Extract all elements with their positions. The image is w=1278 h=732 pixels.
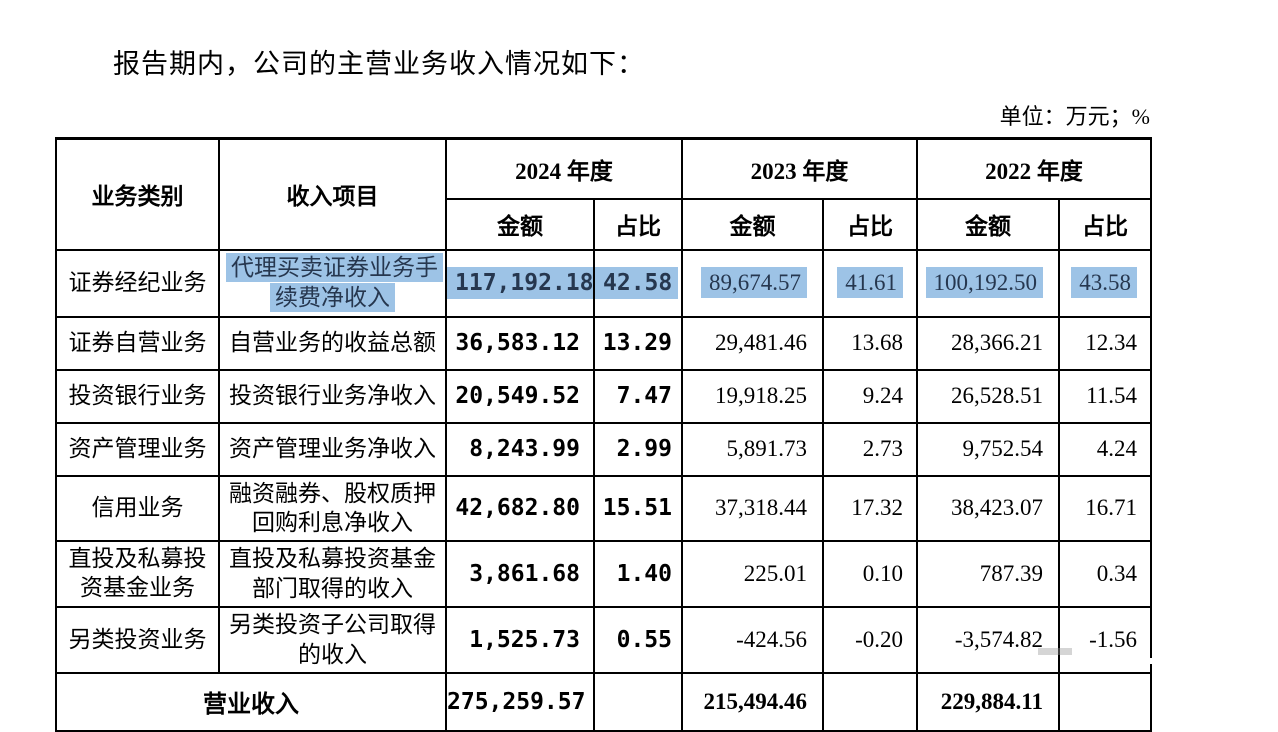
revenue-table: 业务类别 收入项目 2024 年度 2023 年度 2022 年度 金额 占比 … xyxy=(55,137,1152,732)
header-year-2023: 2023 年度 xyxy=(681,137,918,200)
total-ratio-2023-empty xyxy=(822,671,918,732)
ratio-2023-cell: 17.32 xyxy=(822,474,918,543)
table-row: 直投及私募投资基金业务 直投及私募投资基金部门取得的收入 3,861.68 1.… xyxy=(55,540,1152,609)
selection-highlight: 42.58 xyxy=(596,267,679,299)
category-cell: 投资银行业务 xyxy=(55,368,220,424)
ratio-2022-cell: 12.34 xyxy=(1058,315,1152,371)
amount-2024-cell: 3,861.68 xyxy=(445,540,595,609)
header-amount-2023: 金额 xyxy=(681,197,824,251)
item-cell: 直投及私募投资基金部门取得的收入 xyxy=(218,540,447,609)
table-row: 资产管理业务 资产管理业务净收入 8,243.99 2.99 5,891.73 … xyxy=(55,421,1152,477)
header-amount-2022: 金额 xyxy=(916,197,1060,251)
selection-highlight: 43.58 xyxy=(1071,267,1137,298)
table-row: 投资银行业务 投资银行业务净收入 20,549.52 7.47 19,918.2… xyxy=(55,368,1152,424)
ratio-2022-cell: -1.56 xyxy=(1058,606,1152,674)
selection-highlight: 41.61 xyxy=(837,267,903,298)
ratio-2024-cell: 7.47 xyxy=(593,368,683,424)
amount-2023-cell: 19,918.25 xyxy=(681,368,824,424)
amount-2022-cell: 9,752.54 xyxy=(916,421,1060,477)
amount-2023-cell: 89,674.57 xyxy=(681,248,824,318)
ratio-2023-cell: -0.20 xyxy=(822,606,918,674)
amount-2023-cell: 225.01 xyxy=(681,540,824,609)
selection-highlight: 代理买卖证券业务手续费净收入 xyxy=(226,253,443,312)
table-row: 证券自营业务 自营业务的收益总额 36,583.12 13.29 29,481.… xyxy=(55,315,1152,371)
header-business-category: 业务类别 xyxy=(55,137,220,251)
category-cell: 证券经纪业务 xyxy=(55,248,220,318)
item-cell: 自营业务的收益总额 xyxy=(218,315,447,371)
amount-2022-cell: 28,366.21 xyxy=(916,315,1060,371)
unit-note: 单位：万元；% xyxy=(999,104,1150,129)
category-cell: 直投及私募投资基金业务 xyxy=(55,540,220,609)
selection-highlight: 89,674.57 xyxy=(701,267,807,298)
amount-2024-cell: 117,192.18 xyxy=(445,248,595,318)
document-page: 报告期内，公司的主营业务收入情况如下： 单位：万元；% 业务类别 收入项目 20… xyxy=(55,49,1152,732)
ratio-2024-cell: 42.58 xyxy=(593,248,683,318)
total-ratio-2022-empty xyxy=(1058,671,1152,732)
header-income-item: 收入项目 xyxy=(218,137,447,251)
item-cell: 另类投资子公司取得的收入 xyxy=(218,606,447,674)
table-row: 信用业务 融资融券、股权质押回购利息净收入 42,682.80 15.51 37… xyxy=(55,474,1152,543)
total-amount-2024: 275,259.57 xyxy=(445,671,595,732)
ratio-2023-cell: 41.61 xyxy=(822,248,918,318)
header-year-2022: 2022 年度 xyxy=(916,137,1152,200)
ratio-2024-cell: 15.51 xyxy=(593,474,683,543)
ratio-2022-cell: 11.54 xyxy=(1058,368,1152,424)
amount-2024-cell: 42,682.80 xyxy=(445,474,595,543)
header-year-2024: 2024 年度 xyxy=(445,137,683,200)
ratio-2023-cell: 9.24 xyxy=(822,368,918,424)
item-cell: 资产管理业务净收入 xyxy=(218,421,447,477)
ratio-2024-cell: 2.99 xyxy=(593,421,683,477)
item-cell: 融资融券、股权质押回购利息净收入 xyxy=(218,474,447,543)
amount-2023-cell: -424.56 xyxy=(681,606,824,674)
table-row: 另类投资业务 另类投资子公司取得的收入 1,525.73 0.55 -424.5… xyxy=(55,606,1152,674)
header-ratio-2023: 占比 xyxy=(822,197,918,251)
table-row: 证券经纪业务 代理买卖证券业务手续费净收入 117,192.18 42.58 8… xyxy=(55,248,1152,318)
header-amount-2024: 金额 xyxy=(445,197,595,251)
ratio-2024-cell: 0.55 xyxy=(593,606,683,674)
category-cell: 资产管理业务 xyxy=(55,421,220,477)
amount-2022-cell: 38,423.07 xyxy=(916,474,1060,543)
amount-2024-cell: 8,243.99 xyxy=(445,421,595,477)
header-row-subcolumns: 金额 占比 金额 占比 金额 占比 xyxy=(56,197,1152,251)
amount-2023-cell: 37,318.44 xyxy=(681,474,824,543)
total-amount-2023: 215,494.46 xyxy=(681,671,824,732)
ratio-2023-cell: 0.10 xyxy=(822,540,918,609)
amount-2024-cell: 1,525.73 xyxy=(445,606,595,674)
ratio-2023-cell: 2.73 xyxy=(822,421,918,477)
amount-2023-cell: 5,891.73 xyxy=(681,421,824,477)
ratio-2022-cell: 43.58 xyxy=(1058,248,1152,318)
amount-2024-cell: 20,549.52 xyxy=(445,368,595,424)
selection-highlight: 117,192.18 xyxy=(448,267,592,299)
intro-text: 报告期内，公司的主营业务收入情况如下： xyxy=(113,49,645,79)
header-ratio-2024: 占比 xyxy=(593,197,683,251)
total-row: 营业收入 275,259.57 215,494.46 229,884.11 xyxy=(55,671,1152,732)
category-cell: 另类投资业务 xyxy=(55,606,220,674)
total-amount-2022: 229,884.11 xyxy=(916,671,1060,732)
amount-2022-cell: 787.39 xyxy=(916,540,1060,609)
ratio-2022-cell: 4.24 xyxy=(1058,421,1152,477)
ratio-2022-cell: 0.34 xyxy=(1058,540,1152,609)
ratio-2024-cell: 1.40 xyxy=(593,540,683,609)
amount-2022-cell: 26,528.51 xyxy=(916,368,1060,424)
category-cell: 证券自营业务 xyxy=(55,315,220,371)
selection-highlight: 100,192.50 xyxy=(925,267,1043,298)
total-label: 营业收入 xyxy=(55,671,447,732)
amount-2022-cell: -3,574.82 xyxy=(916,606,1060,674)
item-cell: 代理买卖证券业务手续费净收入 xyxy=(218,248,447,318)
amount-2022-cell: 100,192.50 xyxy=(916,248,1060,318)
ratio-2023-cell: 13.68 xyxy=(822,315,918,371)
item-cell: 投资银行业务净收入 xyxy=(218,368,447,424)
ratio-2022-cell: 16.71 xyxy=(1058,474,1152,543)
amount-2024-cell: 36,583.12 xyxy=(445,315,595,371)
header-ratio-2022: 占比 xyxy=(1058,197,1152,251)
header-row-years: 业务类别 收入项目 2024 年度 2023 年度 2022 年度 xyxy=(55,137,1152,251)
ratio-2024-cell: 13.29 xyxy=(593,315,683,371)
amount-2023-cell: 29,481.46 xyxy=(681,315,824,371)
category-cell: 信用业务 xyxy=(55,474,220,543)
total-ratio-2024-empty xyxy=(593,671,683,732)
